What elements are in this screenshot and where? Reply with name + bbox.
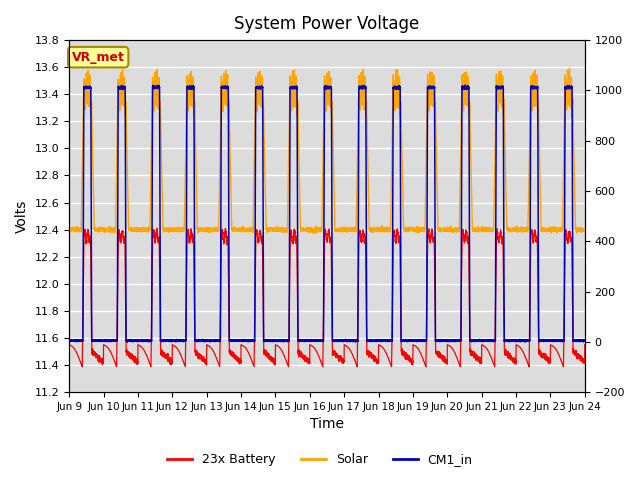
Solar — [581, 227, 589, 233]
Solar — [175, 228, 183, 233]
23x Battery — [175, 349, 183, 355]
CM1_in — [579, 338, 587, 344]
CM1_in — [124, 339, 131, 345]
23x Battery — [153, 226, 161, 231]
Solar — [170, 227, 178, 233]
23x Battery — [398, 346, 406, 351]
CM1_in — [398, 338, 406, 344]
CM1_in — [471, 338, 479, 344]
Solar — [65, 226, 73, 232]
23x Battery — [579, 358, 587, 363]
23x Battery — [65, 342, 73, 348]
CM1_in — [175, 338, 183, 344]
23x Battery — [559, 364, 567, 370]
CM1_in — [581, 337, 589, 343]
CM1_in — [259, 84, 266, 90]
23x Battery — [259, 234, 266, 240]
Legend: 23x Battery, Solar, CM1_in: 23x Battery, Solar, CM1_in — [163, 448, 477, 471]
X-axis label: Time: Time — [310, 418, 344, 432]
Line: 23x Battery: 23x Battery — [69, 228, 585, 367]
Title: System Power Voltage: System Power Voltage — [234, 15, 420, 33]
CM1_in — [461, 82, 469, 88]
Y-axis label: Volts: Volts — [15, 199, 29, 233]
CM1_in — [170, 337, 178, 343]
Solar — [259, 79, 266, 85]
CM1_in — [65, 337, 73, 343]
Line: CM1_in: CM1_in — [69, 85, 585, 342]
Line: Solar: Solar — [69, 69, 585, 234]
Solar — [579, 227, 587, 233]
23x Battery — [471, 350, 479, 356]
Solar — [310, 231, 317, 237]
Solar — [566, 66, 573, 72]
23x Battery — [581, 342, 589, 348]
Text: VR_met: VR_met — [72, 51, 125, 64]
Solar — [398, 145, 406, 151]
Solar — [471, 227, 479, 233]
23x Battery — [170, 343, 178, 348]
